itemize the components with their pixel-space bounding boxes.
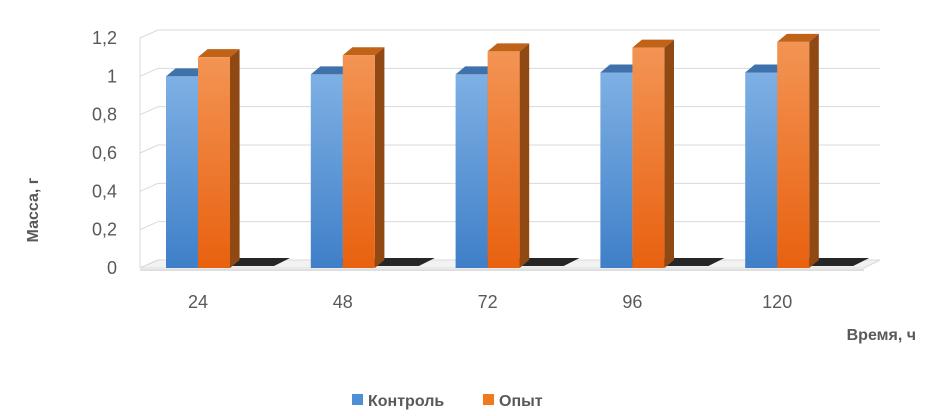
y-axis-ticks: 0 0,2 0,4 0,6 0,8 1 1,2 bbox=[92, 28, 117, 278]
gridline-side bbox=[139, 29, 159, 39]
x-tick-label: 24 bbox=[188, 292, 208, 312]
y-tick-label: 0,6 bbox=[92, 143, 117, 163]
legend-swatch-control bbox=[352, 394, 363, 405]
x-tick-label: 120 bbox=[762, 292, 792, 312]
y-tick-label: 1,2 bbox=[92, 28, 117, 48]
bar-top bbox=[455, 66, 498, 75]
x-tick-label: 48 bbox=[333, 292, 353, 312]
bar-top bbox=[745, 64, 787, 73]
x-tick-label: 72 bbox=[478, 292, 498, 312]
bar bbox=[310, 74, 343, 269]
bar-side bbox=[374, 47, 385, 268]
bar-top bbox=[310, 66, 353, 75]
gridline-side bbox=[139, 67, 159, 77]
bar bbox=[455, 74, 488, 269]
y-tick-label: 1 bbox=[107, 66, 117, 86]
bar bbox=[166, 76, 198, 268]
x-tick-label: 96 bbox=[622, 292, 642, 312]
bar bbox=[342, 55, 375, 268]
y-axis-title: Масса, г bbox=[25, 177, 42, 242]
bar-top bbox=[777, 33, 819, 42]
bar-side bbox=[230, 49, 240, 268]
y-tick-label: 0,2 bbox=[92, 220, 117, 240]
bar bbox=[777, 41, 810, 269]
gridline-side bbox=[139, 106, 159, 116]
bar bbox=[198, 57, 230, 268]
bar-top bbox=[166, 68, 208, 77]
legend-label-control: Контроль bbox=[368, 393, 444, 410]
legend-swatch-experiment bbox=[483, 394, 494, 405]
gridline-side bbox=[139, 182, 159, 192]
x-axis-ticks: 24 48 72 96 120 bbox=[188, 292, 792, 312]
gridline-side bbox=[139, 144, 159, 154]
bar-top bbox=[342, 47, 385, 56]
bar bbox=[745, 72, 778, 268]
bar-top bbox=[600, 64, 642, 73]
y-tick-label: 0,8 bbox=[92, 105, 117, 125]
x-axis-title: Время, ч bbox=[847, 327, 916, 344]
bar-top bbox=[632, 39, 674, 48]
y-tick-label: 0,4 bbox=[92, 181, 117, 201]
y-tick-label: 0 bbox=[107, 258, 117, 278]
bars bbox=[166, 33, 870, 269]
legend: Контроль Опыт bbox=[352, 393, 543, 410]
bar bbox=[600, 72, 633, 268]
bar bbox=[487, 51, 520, 268]
bar bbox=[632, 47, 665, 269]
bar-side bbox=[809, 33, 819, 269]
bar-top bbox=[198, 49, 240, 58]
bar-side bbox=[519, 43, 530, 268]
bar-top bbox=[487, 43, 530, 52]
gridline-side bbox=[139, 221, 159, 231]
legend-label-experiment: Опыт bbox=[499, 393, 543, 410]
bar-side bbox=[664, 39, 674, 269]
